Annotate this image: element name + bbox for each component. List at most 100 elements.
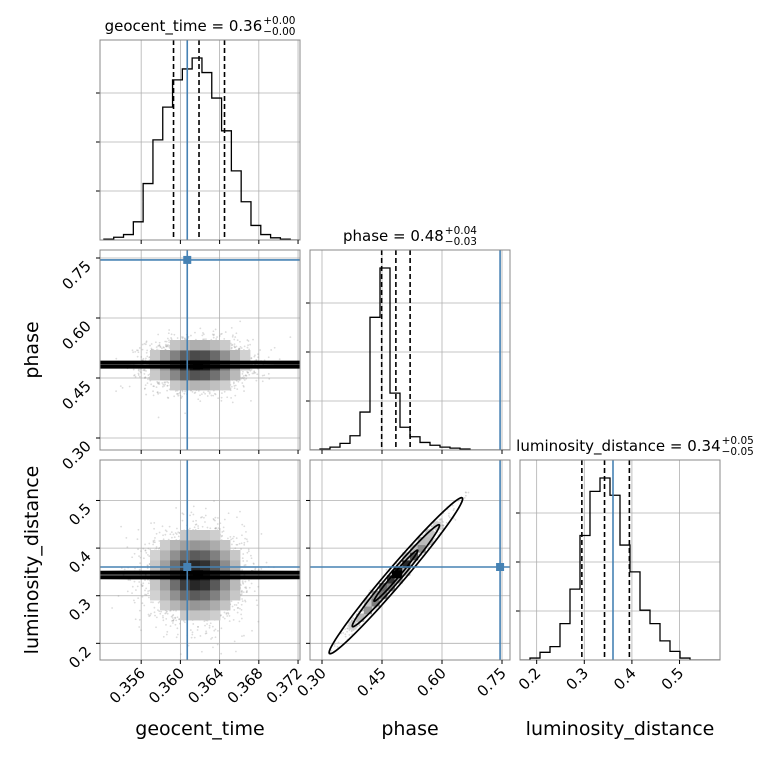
sample-point: [141, 348, 144, 351]
density-cell: [190, 530, 201, 541]
sample-point: [153, 385, 155, 388]
sample-point: [233, 604, 236, 606]
sample-point: [161, 347, 163, 350]
sample-point: [159, 612, 162, 615]
sample-point: [165, 345, 168, 348]
sample-point: [181, 337, 184, 340]
density-cell: [220, 550, 231, 561]
sample-point: [333, 645, 336, 647]
sample-point: [212, 646, 214, 649]
density-cell: [220, 600, 231, 611]
sample-point: [146, 567, 149, 570]
sample-point: [173, 536, 176, 539]
sample-point: [202, 338, 205, 341]
sample-point: [231, 605, 234, 608]
density-cell: [200, 580, 211, 591]
sample-point: [214, 527, 217, 530]
sample-point: [176, 392, 179, 395]
sample-point: [177, 394, 180, 397]
sample-point: [255, 379, 258, 382]
sample-point: [167, 381, 170, 384]
contour-2: [328, 496, 464, 655]
sample-point: [220, 614, 222, 617]
sample-point: [220, 396, 223, 399]
sample-point: [117, 595, 120, 597]
sample-point: [241, 557, 244, 560]
sample-point: [194, 331, 196, 334]
sample-point: [240, 608, 243, 611]
sample-point: [204, 392, 206, 395]
sample-point: [379, 598, 382, 601]
density-cell: [220, 540, 231, 551]
sample-point: [206, 623, 208, 625]
sample-point: [203, 338, 206, 341]
mode-marker: [391, 570, 402, 579]
sample-point: [247, 344, 249, 347]
density-cell: [425, 529, 434, 538]
sample-point: [235, 604, 238, 606]
density-cell: [200, 570, 211, 581]
sample-point: [147, 378, 149, 381]
sample-point: [168, 345, 170, 348]
sample-point: [143, 377, 146, 379]
sample-point: [238, 347, 240, 350]
density-cell: [210, 560, 221, 571]
density-cell: [150, 550, 161, 561]
sample-point: [385, 568, 388, 571]
sample-point: [255, 599, 258, 602]
density-cell: [210, 600, 221, 611]
sample-point: [243, 345, 246, 348]
density-cell: [230, 350, 241, 361]
sample-point: [250, 400, 252, 402]
sample-point: [234, 384, 237, 387]
sample-point: [144, 376, 147, 379]
sample-point: [243, 564, 246, 567]
sample-point: [348, 634, 351, 636]
sample-point: [352, 629, 355, 632]
sample-point: [143, 388, 146, 390]
sample-point: [441, 524, 444, 526]
density-cell: [160, 590, 171, 601]
sample-point: [144, 376, 147, 379]
sample-point: [183, 338, 186, 341]
sample-point: [158, 610, 161, 613]
sample-point: [145, 351, 148, 354]
sample-point: [138, 618, 141, 621]
sample-point: [164, 529, 167, 532]
density-cell: [402, 560, 411, 569]
sample-point: [251, 372, 254, 375]
sample-point: [237, 601, 240, 604]
sample-point: [158, 344, 161, 346]
sample-point: [164, 383, 166, 386]
sample-point: [119, 385, 122, 388]
panel-content: [520, 460, 720, 660]
sample-point: [148, 356, 151, 359]
sample-point: [247, 371, 249, 374]
sample-point: [147, 582, 150, 585]
sample-point: [245, 586, 247, 589]
density-cell: [160, 540, 171, 551]
sample-point: [137, 368, 140, 371]
sample-point: [206, 526, 209, 529]
sample-point: [160, 610, 163, 613]
sample-point: [254, 567, 257, 570]
sample-point: [232, 540, 235, 543]
sample-point: [202, 333, 205, 336]
sample-point: [181, 336, 183, 338]
sample-point: [268, 377, 271, 380]
sample-point: [94, 358, 96, 360]
sample-point: [225, 612, 228, 614]
sample-point: [139, 370, 142, 373]
sample-point: [171, 620, 173, 622]
sample-point: [245, 374, 247, 377]
density-cell: [200, 550, 211, 561]
histogram-geocent_time: [103, 57, 300, 240]
y-tick-label-phase: 0.60: [58, 317, 94, 353]
sample-point: [233, 343, 236, 346]
sample-point: [162, 538, 165, 541]
sample-point: [230, 344, 233, 347]
sample-point: [172, 533, 175, 536]
sample-point: [214, 628, 217, 631]
sample-point: [350, 619, 353, 622]
sample-point: [143, 373, 146, 375]
